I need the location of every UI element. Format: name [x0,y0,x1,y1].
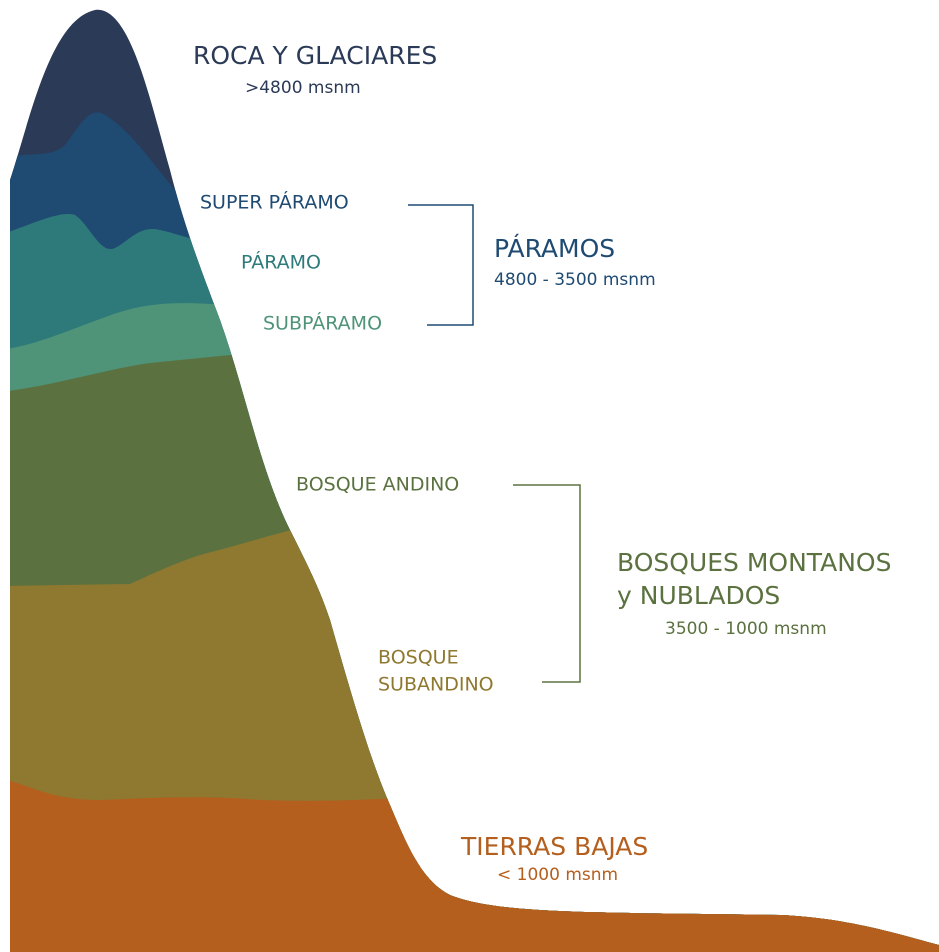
paramos-bracket [408,204,474,326]
paramo-label: PÁRAMO [241,251,321,274]
tierras-bajas-layer [10,778,939,952]
super-paramo-label: SUPER PÁRAMO [200,191,349,214]
bosques-title: BOSQUES MONTANOS [617,548,891,577]
paramos-title: PÁRAMOS [494,234,615,263]
bosque-subandino-label: SUBANDINO [378,674,494,696]
bosques-bracket [513,484,581,683]
roca-elevation: >4800 msnm [245,78,361,98]
paramos-elevation: 4800 - 3500 msnm [494,270,656,290]
bosques-elevation: 3500 - 1000 msnm [665,619,827,639]
tierras-bajas-elevation: < 1000 msnm [497,865,618,885]
bosque-andino-label: BOSQUE ANDINO [296,474,459,496]
bosques-title: y NUBLADOS [617,581,780,610]
subparamo-label: SUBPÁRAMO [263,312,382,335]
bosque-subandino-label: BOSQUE [378,647,459,669]
roca-title: ROCA Y GLACIARES [193,41,437,70]
tierras-bajas-title: TIERRAS BAJAS [460,832,648,861]
